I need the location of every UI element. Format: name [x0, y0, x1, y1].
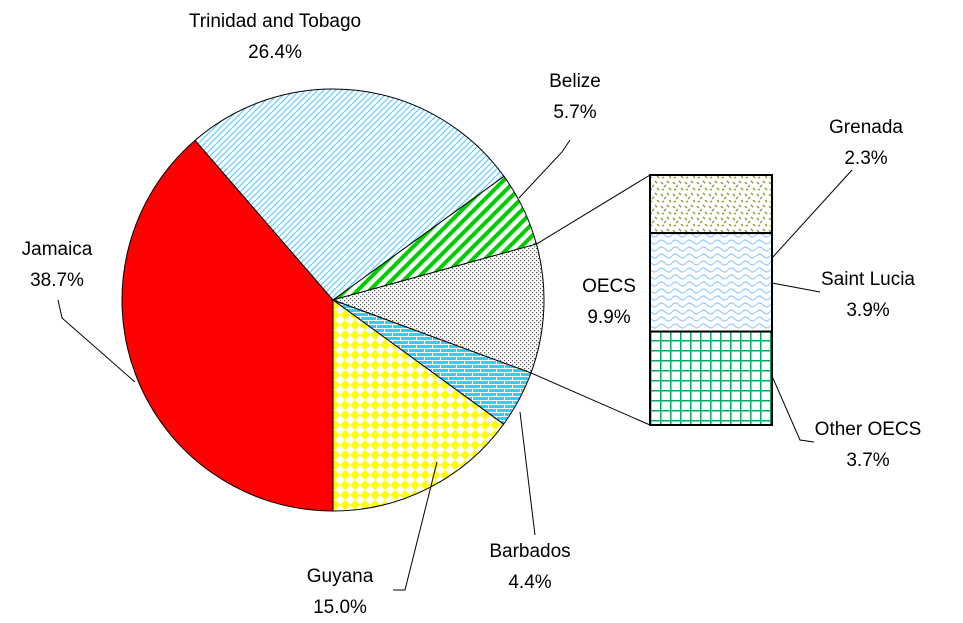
leader-line [771, 282, 821, 293]
breakdown-label: Saint Lucia [821, 269, 915, 290]
connector-line [530, 372, 651, 426]
slice-label: OECS [582, 276, 636, 297]
leader-line [393, 461, 438, 591]
pie-slice [332, 299, 505, 512]
leader-line [771, 375, 815, 443]
leader-line [57, 299, 136, 383]
slice-label: Belize [549, 71, 601, 92]
leader-line [518, 139, 571, 199]
slice-value-label: 4.4% [508, 572, 551, 593]
slice-label: Trinidad and Tobago [189, 11, 361, 32]
pie-slice [331, 243, 545, 374]
breakdown-bar [649, 232, 773, 333]
pie-slice [121, 139, 334, 512]
pie-slice [194, 88, 505, 301]
leader-line [771, 169, 853, 259]
breakdown-label: Other OECS [815, 419, 922, 440]
breakdown-value-label: 2.3% [844, 148, 887, 169]
slice-label: Jamaica [22, 239, 93, 260]
slice-label: Guyana [307, 566, 374, 587]
slice-value-label: 26.4% [248, 42, 302, 63]
leader-line [519, 411, 536, 536]
slice-value-label: 15.0% [313, 597, 367, 618]
breakdown-value-label: 3.7% [846, 450, 889, 471]
slice-label: Barbados [489, 541, 570, 562]
breakdown-bar [649, 174, 773, 235]
breakdown-label: Grenada [829, 117, 903, 138]
slice-value-label: 38.7% [30, 270, 84, 291]
breakdown-value-label: 3.9% [846, 300, 889, 321]
breakdown-bar [649, 330, 773, 426]
slice-value-label: 5.7% [553, 102, 596, 123]
slice-value-label: 9.9% [587, 307, 630, 328]
connector-line [536, 174, 651, 245]
